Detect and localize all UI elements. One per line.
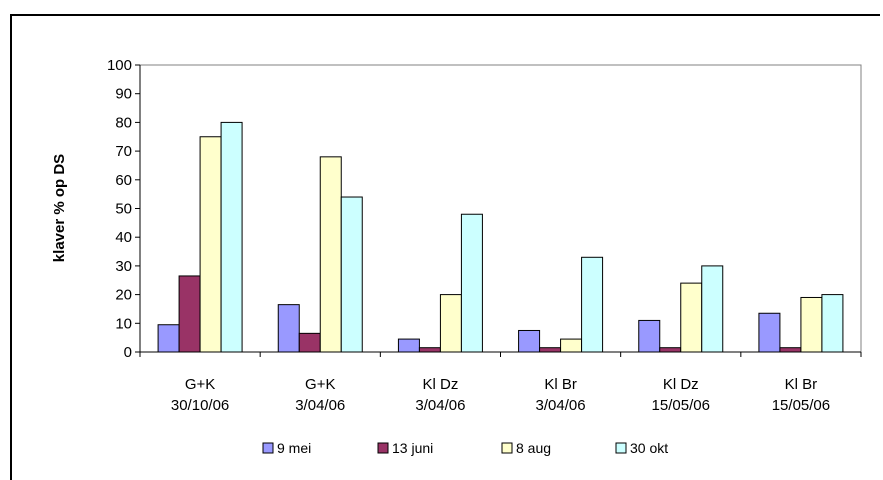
legend: 9 mei 13 juni 8 aug 30 okt: [262, 440, 668, 456]
x-tick-label: 15/05/06: [772, 397, 830, 414]
legend-label: 9 mei: [277, 440, 311, 456]
y-tick-label: 90: [115, 86, 132, 103]
bar-30-okt-4: [701, 265, 724, 353]
x-tick-label: 3/04/06: [536, 397, 586, 414]
bar-9-mei-5: [758, 312, 781, 353]
y-tick-label: 60: [115, 172, 132, 189]
y-axis-label: klaver % op DS: [51, 154, 68, 262]
plot-area: [139, 64, 862, 353]
y-tick-label: 20: [115, 287, 132, 304]
bar-9-mei-2: [397, 338, 420, 353]
y-tick-label: 0: [124, 344, 132, 361]
bar-13-juni-4: [659, 347, 682, 353]
legend-swatch-30-okt: [615, 442, 627, 454]
bar-8-aug-3: [560, 338, 583, 353]
x-tick-label: 3/04/06: [415, 397, 465, 414]
bar-13-juni-5: [779, 347, 802, 353]
x-tick-label: G+K: [185, 376, 215, 393]
bar-30-okt-1: [340, 196, 363, 353]
bar-8-aug-0: [199, 136, 222, 353]
x-tick-label: Kl Dz: [663, 376, 699, 393]
bar-8-aug-4: [680, 282, 703, 353]
x-ticks-group: G+K 30/10/06 G+K 3/04/06 Kl Dz 3/04/06 Kl Br 3/…: [139, 352, 862, 414]
bar-13-juni-2: [418, 347, 441, 353]
bar-8-aug-5: [800, 296, 823, 353]
x-tick-label: 15/05/06: [652, 397, 710, 414]
bar-13-juni-3: [539, 347, 562, 353]
chart-frame: [10, 14, 880, 480]
bar-13-juni-0: [178, 275, 201, 353]
y-tick-label: 80: [115, 114, 132, 131]
bar-30-okt-0: [220, 121, 243, 353]
bars-group: [157, 121, 844, 353]
legend-label: 13 juni: [392, 440, 433, 456]
bar-9-mei-3: [518, 329, 541, 353]
x-tick-label: G+K: [305, 376, 335, 393]
legend-label: 30 okt: [630, 440, 668, 456]
y-tick-label: 30: [115, 258, 132, 275]
y-tick-label: 10: [115, 315, 132, 332]
x-tick-label: Kl Dz: [422, 376, 458, 393]
x-tick-label: 3/04/06: [295, 397, 345, 414]
bar-9-mei-1: [277, 304, 300, 353]
bar-9-mei-4: [638, 319, 661, 353]
bar-8-aug-1: [319, 156, 342, 353]
bar-9-mei-0: [157, 324, 180, 353]
bar-13-juni-1: [298, 332, 321, 353]
legend-label: 8 aug: [516, 440, 551, 456]
x-tick-label: Kl Br: [544, 376, 577, 393]
bar-8-aug-2: [439, 294, 462, 353]
legend-swatch-13-juni: [377, 442, 389, 454]
y-tick-label: 40: [115, 229, 132, 246]
bar-30-okt-3: [581, 256, 604, 353]
bar-30-okt-2: [460, 213, 483, 353]
bar-30-okt-5: [821, 294, 844, 353]
y-ticks-group: 0 10 20 30 40 50 60 70 80 90 100: [107, 57, 140, 361]
x-tick-label: 30/10/06: [171, 397, 229, 414]
y-tick-label: 50: [115, 201, 132, 218]
legend-swatch-9-mei: [262, 442, 274, 454]
x-tick-label: Kl Br: [785, 376, 818, 393]
legend-swatch-8-aug: [501, 442, 513, 454]
y-tick-label: 70: [115, 143, 132, 160]
y-tick-label: 100: [107, 57, 132, 74]
